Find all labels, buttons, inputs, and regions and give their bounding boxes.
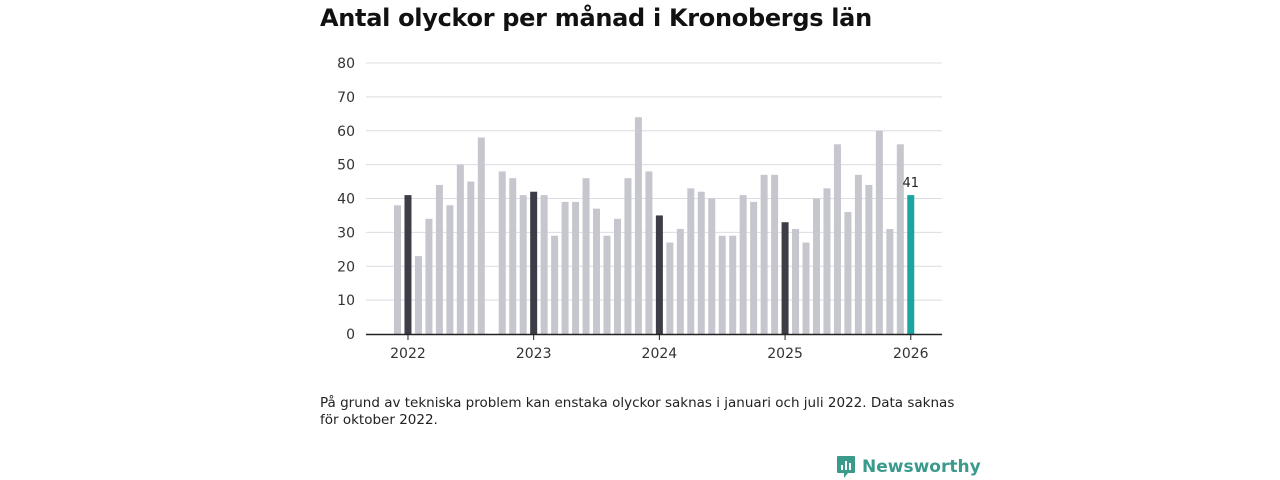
brand-name: Newsworthy <box>862 457 981 477</box>
x-tick-label: 2023 <box>516 346 552 362</box>
bar <box>750 201 758 334</box>
bar <box>896 144 904 334</box>
bar <box>802 242 810 334</box>
bar <box>655 215 663 334</box>
bar <box>676 228 684 334</box>
bar <box>813 198 820 334</box>
bar <box>425 218 433 334</box>
bar <box>708 198 716 334</box>
bar <box>833 144 841 334</box>
y-tick-label: 20 <box>337 259 355 275</box>
bar <box>844 212 852 334</box>
bar <box>781 222 789 334</box>
bar <box>540 195 548 334</box>
bar <box>572 201 580 334</box>
y-tick-label: 70 <box>337 90 355 106</box>
bar <box>854 174 862 334</box>
data-label: 41 <box>903 176 920 191</box>
bar <box>593 208 601 334</box>
bar <box>875 130 883 334</box>
y-tick-label: 60 <box>337 124 355 140</box>
y-tick-label: 30 <box>337 225 355 241</box>
bar <box>865 184 873 334</box>
bar <box>697 191 705 334</box>
bar <box>886 228 894 334</box>
bar <box>718 235 726 334</box>
y-tick-label: 0 <box>346 327 355 343</box>
bar <box>645 171 653 334</box>
x-tick-label: 2026 <box>893 346 929 362</box>
newsworthy-logo-icon <box>837 456 855 478</box>
bar <box>509 178 517 334</box>
bar <box>907 195 915 334</box>
bar <box>603 235 611 334</box>
footnote: På grund av tekniska problem kan enstaka… <box>320 395 955 428</box>
bar <box>530 191 538 334</box>
bar <box>729 235 737 334</box>
bar <box>498 171 506 334</box>
bar <box>561 201 569 334</box>
bar <box>519 195 527 334</box>
bar <box>477 137 485 334</box>
bar <box>760 174 768 334</box>
y-tick-label: 80 <box>337 56 355 72</box>
bar <box>467 181 475 334</box>
bar <box>823 188 831 334</box>
bar <box>634 117 642 334</box>
bar <box>446 205 454 334</box>
bar <box>613 218 621 334</box>
bar <box>687 188 695 334</box>
brand-logo[interactable]: Newsworthy <box>836 455 981 479</box>
bar <box>582 178 590 334</box>
bar <box>404 195 412 334</box>
chart-title: Antal olyckor per månad i Kronobergs län <box>320 4 872 32</box>
bar <box>771 174 779 334</box>
x-tick-label: 2022 <box>390 346 426 362</box>
bar <box>551 235 559 334</box>
y-tick-label: 50 <box>337 158 355 174</box>
bar <box>414 256 422 334</box>
x-tick-label: 2024 <box>642 346 678 362</box>
bar <box>792 228 800 334</box>
y-tick-label: 10 <box>337 293 355 309</box>
bar-chart: 0 10 20 30 40 50 60 70 80 41 2022 2023 2024 2025 2026 <box>337 56 942 362</box>
y-tick-label: 40 <box>337 192 355 208</box>
bar <box>394 205 401 334</box>
bar <box>666 242 674 334</box>
bar <box>624 178 632 334</box>
x-tick-label: 2025 <box>767 346 803 362</box>
bar <box>456 164 464 335</box>
bar <box>435 184 443 334</box>
bar <box>739 195 747 334</box>
